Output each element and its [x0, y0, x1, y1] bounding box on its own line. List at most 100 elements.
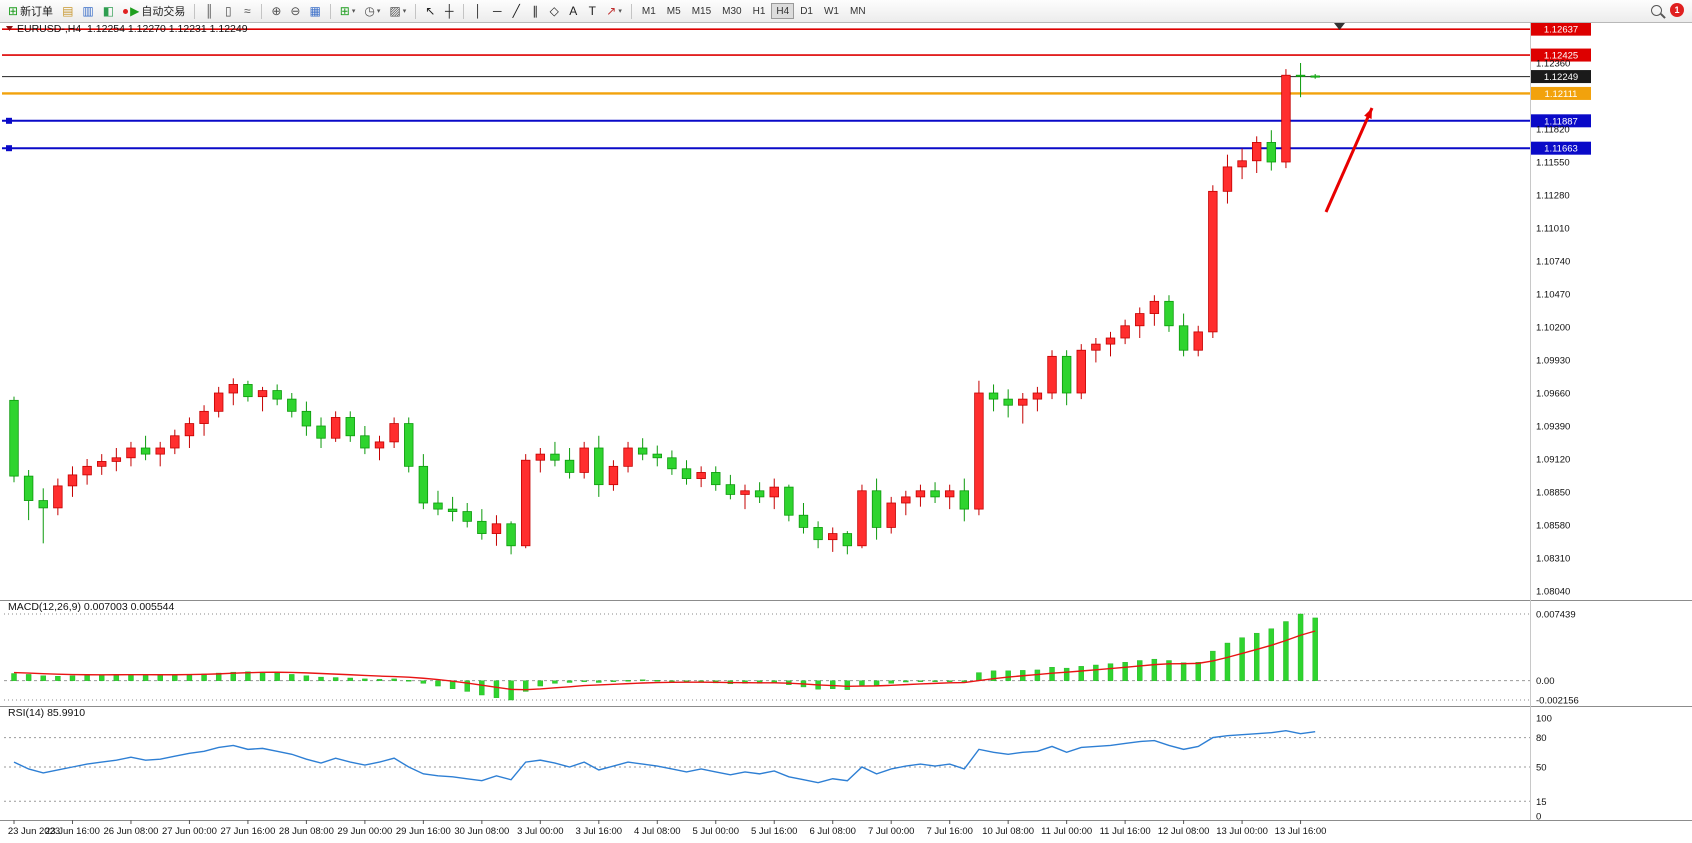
price-axis-label: 1.08850 — [1536, 488, 1570, 499]
candle-body — [944, 490, 955, 498]
timeframe-m15-button[interactable]: M15 — [687, 3, 716, 19]
candle-body — [1252, 142, 1262, 162]
candle-body — [1222, 166, 1233, 192]
macd-histogram-bar — [332, 677, 339, 681]
chart-profiles-button[interactable]: ▤ — [58, 2, 77, 20]
cursor-button[interactable]: ↖ — [421, 2, 439, 20]
chart-shift-marker-icon[interactable] — [1334, 23, 1345, 30]
timeframe-mn-button[interactable]: MN — [845, 3, 871, 19]
candle-body — [871, 490, 882, 528]
candle-body — [287, 398, 297, 412]
candlestick-chart-button[interactable]: ▯ — [219, 2, 237, 20]
price-axis-label: 1.09120 — [1536, 455, 1570, 466]
chart-plot-area[interactable] — [0, 22, 1692, 820]
timeframe-m30-button[interactable]: M30 — [717, 3, 746, 19]
line-chart-icon: ≈ — [244, 4, 251, 18]
horizontal-line-button[interactable]: ─ — [488, 2, 506, 20]
auto-trading-button[interactable]: ▶ 自动交易 — [119, 2, 189, 20]
candle-body — [535, 453, 546, 461]
blue-support-line-2-handle[interactable] — [6, 145, 12, 152]
new-order-button[interactable]: ⊞ 新订单 — [4, 2, 57, 20]
macd-histogram-bar — [508, 680, 514, 701]
templates-caret-icon: ▾ — [402, 8, 407, 15]
templates-button[interactable]: ▨ ▾ — [385, 2, 410, 20]
price-axis-label: 1.12360 — [1536, 59, 1570, 70]
macd-indicator-header: MACD(12,26,9) 0.007003 0.005544 — [8, 601, 175, 613]
notification-badge[interactable]: 1 — [1670, 3, 1684, 17]
annotation-arrow[interactable] — [1324, 107, 1374, 213]
macd-histogram-bar — [1093, 664, 1099, 681]
candle-body — [199, 410, 209, 424]
candle-body — [213, 392, 224, 412]
time-axis-label: 3 Jul 16:00 — [576, 826, 622, 837]
resistance-line-lower-price-badge — [1531, 48, 1591, 62]
chart-profiles-icon: ▤ — [62, 4, 74, 18]
new-order-icon: ⊞ — [8, 4, 19, 18]
candle-body — [1032, 392, 1043, 400]
timeframe-d1-button[interactable]: D1 — [795, 3, 818, 19]
macd-histogram-bar — [245, 671, 251, 681]
candle-body — [769, 486, 779, 498]
time-axis-label: 27 Jun 00:00 — [162, 826, 217, 837]
text-label-icon: T — [588, 4, 596, 18]
macd-histogram-bar — [99, 674, 105, 681]
search-icon[interactable] — [1651, 4, 1662, 16]
candle-body — [23, 475, 34, 501]
macd-histogram-bar — [186, 674, 193, 681]
candle-body — [1135, 313, 1145, 327]
trendline-button[interactable]: ╱ — [507, 2, 525, 20]
toolbar-separator — [630, 3, 632, 19]
macd-histogram-bar — [420, 680, 427, 684]
crosshair-button[interactable]: ┼ — [440, 2, 458, 20]
timeframe-m5-button[interactable]: M5 — [662, 3, 686, 19]
equidistant-channel-button[interactable]: ∥ — [526, 2, 544, 20]
candle-body — [9, 399, 19, 477]
macd-histogram-bar — [1210, 650, 1216, 681]
candle-body — [550, 453, 560, 461]
candle-body — [828, 533, 838, 541]
candle-body — [389, 423, 399, 443]
macd-histogram-bar — [84, 675, 90, 681]
text-button[interactable]: A — [564, 2, 582, 20]
auto-trading-label: 自动交易 — [141, 6, 186, 18]
timeframe-w1-button[interactable]: W1 — [819, 3, 844, 19]
toolbar-right: 1 — [1651, 3, 1684, 17]
tile-windows-button[interactable]: ▦ — [305, 2, 324, 20]
candle-body — [696, 472, 706, 479]
market-watch-button[interactable]: ▥ — [78, 2, 97, 20]
shapes-button[interactable]: ◇ — [545, 2, 563, 20]
macd-histogram-bar — [888, 680, 894, 684]
orange-level-line-price-badge-label: 1.12111 — [1545, 89, 1578, 100]
timeframe-m1-button[interactable]: M1 — [637, 3, 661, 19]
macd-histogram-bar — [859, 680, 865, 686]
line-chart-button[interactable]: ≈ — [238, 2, 256, 20]
chart-collapse-icon[interactable] — [6, 26, 13, 31]
price-axis-label: 1.11820 — [1536, 125, 1570, 136]
auto-trading-icon: ▶ — [130, 4, 140, 18]
bar-chart-button[interactable]: ║ — [200, 2, 218, 20]
blue-support-line-1-handle[interactable] — [6, 117, 12, 124]
candle-body — [930, 490, 940, 498]
candle-body — [711, 472, 721, 486]
indicators-button[interactable]: ⊞ ▾ — [336, 2, 360, 20]
vertical-line-button[interactable]: │ — [469, 2, 487, 20]
tile-windows-icon: ▦ — [309, 4, 321, 18]
time-axis-label: 4 Jul 08:00 — [634, 826, 680, 837]
zoom-in-button[interactable]: ⊕ — [267, 2, 285, 20]
timeframe-h4-button[interactable]: H4 — [771, 3, 795, 19]
time-axis-label: 23 Jun 16:00 — [45, 826, 100, 837]
time-axis-label: 5 Jul 00:00 — [693, 826, 739, 837]
candle-body — [813, 527, 823, 541]
text-label-button[interactable]: T — [583, 2, 601, 20]
candle-body — [652, 453, 662, 459]
zoom-out-button[interactable]: ⊖ — [286, 2, 304, 20]
macd-histogram-bar — [1078, 666, 1084, 681]
periods-button[interactable]: ◷ ▾ — [360, 2, 384, 20]
time-axis-label: 30 Jun 08:00 — [454, 826, 509, 837]
timeframe-h1-button[interactable]: H1 — [748, 3, 771, 19]
annotation-arrow-head — [1364, 108, 1372, 119]
zoom-out-icon: ⊖ — [290, 4, 301, 18]
arrow-tools-button[interactable]: ↗ ▾ — [602, 2, 626, 20]
navigator-button[interactable]: ◧ — [99, 2, 118, 20]
